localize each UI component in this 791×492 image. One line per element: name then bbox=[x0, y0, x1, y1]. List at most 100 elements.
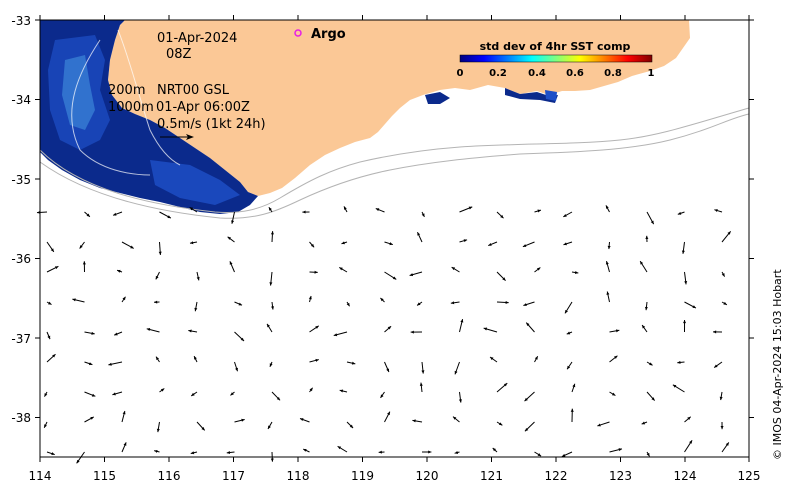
current-arrow bbox=[121, 241, 134, 249]
current-arrow bbox=[609, 329, 620, 333]
current-arrow bbox=[525, 322, 535, 333]
current-arrow bbox=[268, 206, 273, 213]
colorbar-tick: 0.6 bbox=[566, 68, 584, 79]
current-arrow bbox=[677, 211, 685, 215]
velocity-time-label: 01-Apr 06:00Z bbox=[156, 100, 250, 115]
y-tick-label: -33 bbox=[11, 14, 31, 28]
current-arrow bbox=[459, 206, 473, 213]
current-arrow bbox=[454, 361, 460, 375]
current-arrow bbox=[159, 211, 172, 219]
x-tick-label: 125 bbox=[738, 469, 761, 483]
colorbar-tick: 0.8 bbox=[604, 68, 622, 79]
current-arrow bbox=[346, 301, 350, 307]
current-arrow bbox=[450, 301, 460, 305]
current-arrow bbox=[605, 205, 610, 213]
current-arrow bbox=[76, 451, 85, 464]
current-arrow bbox=[234, 331, 245, 342]
product-label: NRT00 GSL bbox=[157, 83, 230, 98]
current-arrow bbox=[458, 391, 462, 403]
current-arrow bbox=[646, 211, 655, 225]
colorbar-tick: 1 bbox=[648, 68, 655, 79]
tick-marks bbox=[35, 15, 754, 462]
current-arrow bbox=[646, 391, 656, 401]
current-arrow bbox=[341, 241, 348, 245]
current-arrow bbox=[412, 419, 423, 423]
current-arrow bbox=[641, 324, 648, 333]
date-label: 01-Apr-2024 bbox=[157, 31, 237, 46]
current-arrow bbox=[337, 445, 348, 453]
current-arrow bbox=[384, 241, 393, 246]
argo-marker-icon bbox=[294, 29, 302, 37]
current-arrow bbox=[459, 239, 468, 243]
current-arrow bbox=[534, 355, 539, 363]
current-arrow bbox=[380, 297, 385, 303]
current-arrow bbox=[534, 451, 542, 457]
y-tick-label: -37 bbox=[11, 332, 31, 346]
current-arrow bbox=[646, 451, 650, 457]
current-arrow bbox=[721, 301, 728, 306]
current-arrow bbox=[609, 448, 623, 453]
depth-label-1000m: 1000m bbox=[108, 100, 154, 115]
current-arrow bbox=[309, 241, 315, 248]
current-arrow bbox=[384, 361, 390, 373]
current-arrow bbox=[646, 361, 653, 366]
current-arrow bbox=[79, 241, 85, 249]
current-arrow bbox=[384, 271, 397, 280]
current-arrow bbox=[534, 267, 541, 273]
current-arrow bbox=[121, 442, 127, 453]
current-arrow bbox=[534, 209, 542, 213]
x-tick-label: 124 bbox=[674, 469, 697, 483]
current-arrow bbox=[146, 328, 160, 333]
current-arrow bbox=[684, 301, 697, 309]
colorbar-title: std dev of 4hr SST comp bbox=[480, 40, 631, 53]
current-arrow bbox=[563, 241, 573, 246]
depth-label-200m: 200m bbox=[108, 83, 145, 98]
current-arrow bbox=[309, 270, 318, 274]
current-arrow bbox=[721, 442, 730, 453]
current-arrow bbox=[452, 416, 460, 423]
current-arrow bbox=[188, 329, 198, 333]
current-arrow bbox=[343, 206, 348, 213]
current-arrow bbox=[299, 418, 310, 423]
y-tick-label: -35 bbox=[11, 173, 31, 187]
current-arrow bbox=[609, 355, 618, 363]
colorbar-tick: 0.4 bbox=[528, 68, 546, 79]
current-arrow bbox=[155, 356, 160, 363]
current-arrow bbox=[121, 296, 126, 303]
current-arrow bbox=[44, 391, 48, 397]
current-arrow bbox=[496, 271, 506, 281]
sst-coverage bbox=[40, 20, 558, 214]
current-arrow bbox=[84, 391, 96, 397]
current-arrow bbox=[116, 269, 123, 273]
land-mass bbox=[108, 20, 690, 196]
y-tick-label: -34 bbox=[11, 93, 31, 107]
current-arrow bbox=[43, 421, 48, 429]
current-arrow bbox=[234, 361, 238, 372]
current-arrow bbox=[339, 389, 348, 393]
current-arrow bbox=[154, 449, 160, 453]
current-arrow bbox=[46, 331, 51, 340]
current-arrow bbox=[46, 241, 55, 253]
current-arrow bbox=[270, 231, 274, 243]
current-arrow bbox=[193, 355, 198, 363]
current-arrow bbox=[488, 241, 498, 247]
current-arrow bbox=[384, 325, 392, 333]
current-arrow bbox=[607, 241, 611, 250]
current-arrow bbox=[82, 261, 86, 273]
current-arrow bbox=[84, 331, 95, 335]
argo-legend-label: Argo bbox=[311, 27, 346, 42]
current-arrow bbox=[154, 300, 160, 304]
current-arrow bbox=[570, 408, 574, 423]
current-arrow bbox=[492, 447, 498, 453]
current-arrow bbox=[712, 330, 723, 334]
current-arrow bbox=[302, 210, 310, 214]
current-arrow bbox=[155, 271, 160, 280]
current-arrow bbox=[84, 416, 95, 423]
current-arrow bbox=[190, 451, 198, 455]
current-arrow bbox=[380, 391, 385, 399]
current-vectors bbox=[36, 205, 732, 464]
current-arrow bbox=[112, 391, 123, 396]
current-arrow bbox=[271, 391, 281, 401]
x-tick-label: 116 bbox=[158, 469, 181, 483]
current-arrow bbox=[713, 361, 723, 368]
